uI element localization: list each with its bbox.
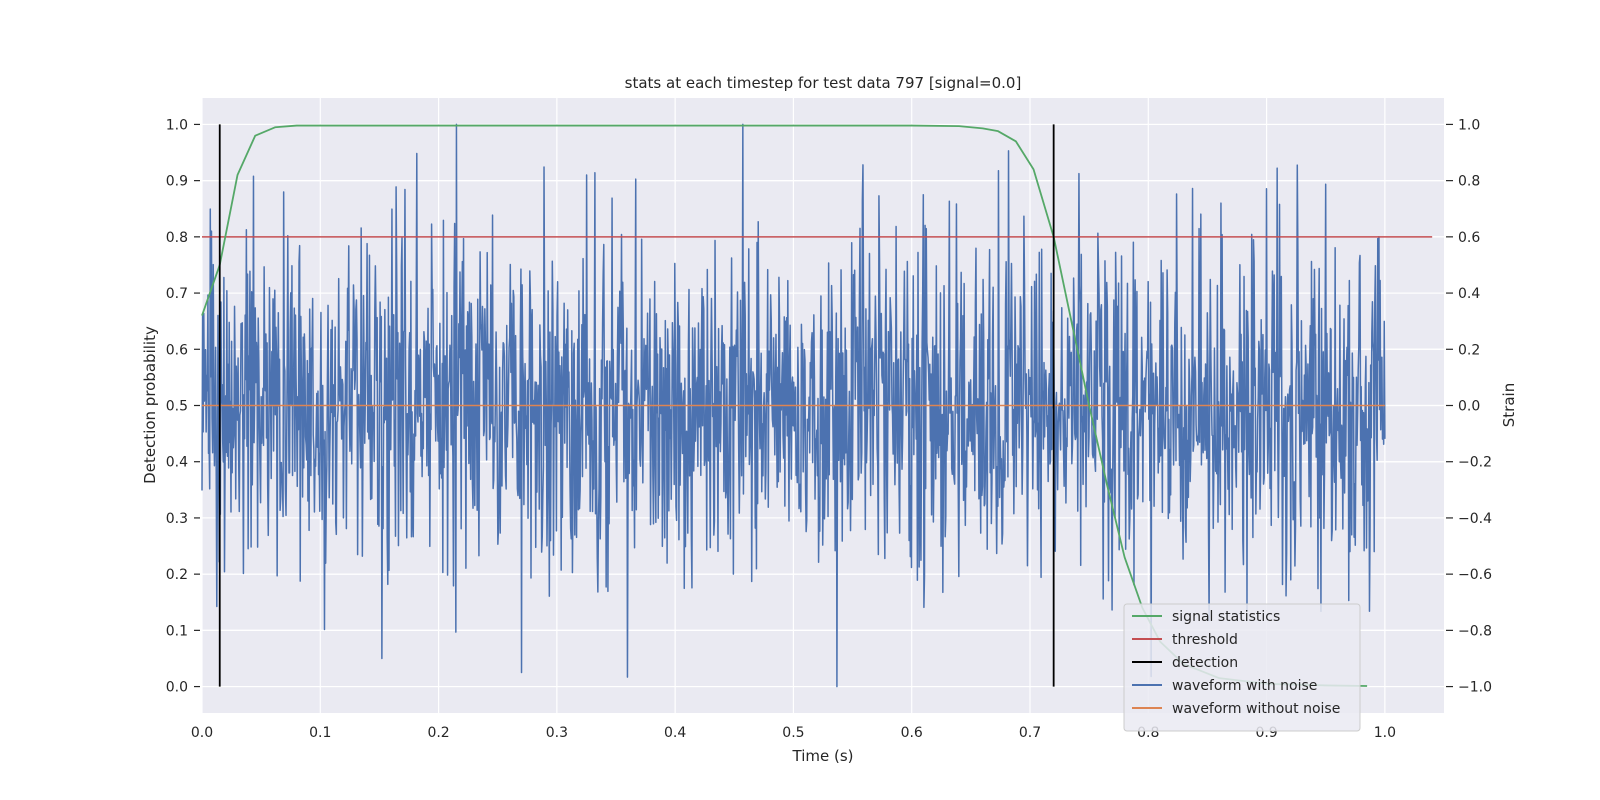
y-axis-label-left: Detection probability (141, 326, 159, 484)
y-left-tick-label-0: 0.0 (166, 680, 188, 696)
y-right-tick-label-3: −0.4 (1458, 511, 1492, 527)
y-axis-label-right: Strain (1500, 383, 1518, 427)
legend-label-3: waveform with noise (1172, 678, 1317, 694)
y-right-tick-label-9: 0.8 (1458, 174, 1480, 190)
y-left-tick-label-10: 1.0 (166, 117, 188, 133)
x-tick-label-4: 0.4 (664, 725, 686, 741)
y-right-tick-label-2: −0.6 (1458, 567, 1492, 583)
y-left-tick-label-1: 0.1 (166, 623, 188, 639)
legend: signal statistics threshold detection wavef… (1123, 603, 1361, 732)
chart-title: stats at each timestep for test data 797… (625, 74, 1022, 92)
y-left-tick-label-6: 0.6 (166, 342, 188, 358)
y-right-tick-label-7: 0.4 (1458, 286, 1480, 302)
axes-layer: 0.0 0.1 0.2 0.3 0.4 0.5 0.6 0.7 0.8 0.9 1.0 0.0 0.1 0… (166, 117, 1492, 741)
y-left-tick-label-5: 0.5 (166, 399, 188, 415)
y-right-tick-label-1: −0.8 (1458, 623, 1492, 639)
y-left-tick-label-8: 0.8 (166, 230, 188, 246)
legend-label-4: waveform without noise (1172, 701, 1340, 717)
y-left-tick-label-4: 0.4 (166, 455, 188, 471)
x-tick-label-5: 0.5 (782, 725, 804, 741)
x-tick-label-1: 0.1 (309, 725, 331, 741)
y-left-tick-label-9: 0.9 (166, 174, 188, 190)
x-tick-label-3: 0.3 (546, 725, 568, 741)
x-axis-label: Time (s) (792, 747, 854, 765)
x-tick-label-2: 0.2 (427, 725, 449, 741)
y-left-tick-label-2: 0.2 (166, 567, 188, 583)
y-right-tick-label-0: −1.0 (1458, 680, 1492, 696)
series-line-waveform-with-noise (201, 123, 1386, 688)
legend-label-2: detection (1172, 655, 1238, 671)
y-right-tick-label-8: 0.6 (1458, 230, 1480, 246)
x-tick-label-6: 0.6 (901, 725, 923, 741)
y-right-tick-label-4: −0.2 (1458, 455, 1492, 471)
legend-label-1: threshold (1172, 632, 1238, 648)
y-left-tick-label-3: 0.3 (166, 511, 188, 527)
legend-box (1123, 603, 1361, 732)
x-tick-label-0: 0.0 (191, 725, 213, 741)
legend-label-0: signal statistics (1172, 609, 1280, 625)
y-right-tick-label-6: 0.2 (1458, 342, 1480, 358)
y-right-tick-label-10: 1.0 (1458, 117, 1480, 133)
y-left-tick-label-7: 0.7 (166, 286, 188, 302)
y-right-tick-label-5: 0.0 (1458, 399, 1480, 415)
x-tick-label-10: 1.0 (1374, 725, 1396, 741)
x-tick-label-7: 0.7 (1019, 725, 1041, 741)
